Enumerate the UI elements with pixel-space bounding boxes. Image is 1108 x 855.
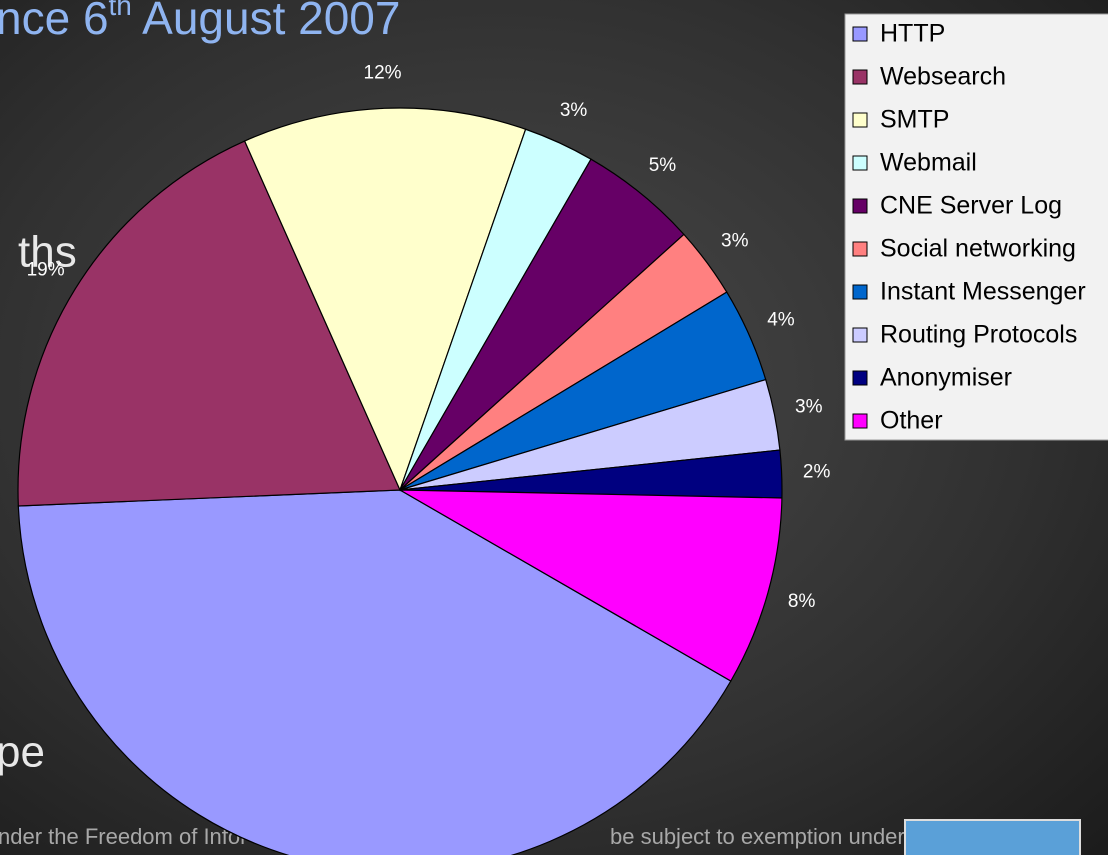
- legend-label: HTTP: [880, 20, 945, 48]
- legend-label: Webmail: [880, 149, 977, 177]
- title-part: August 2007: [132, 0, 401, 44]
- logo-image: [905, 820, 1080, 855]
- data-label: 19%: [27, 259, 65, 280]
- data-label: 4%: [767, 309, 795, 330]
- legend-swatch: [853, 285, 867, 299]
- data-label: 2%: [803, 462, 831, 483]
- legend-label: Anonymiser: [880, 364, 1012, 392]
- legend-swatch: [853, 113, 867, 127]
- slide: nce 6th August 2007 ths pe nder the Free…: [0, 0, 1108, 855]
- footer-text: be subject to exemption under: [610, 824, 905, 849]
- legend-label: Social networking: [880, 235, 1076, 263]
- legend-label: Routing Protocols: [880, 321, 1077, 349]
- legend-swatch: [853, 242, 867, 256]
- legend-swatch: [853, 199, 867, 213]
- title-part: nce 6: [0, 0, 109, 44]
- data-label: 3%: [721, 230, 749, 251]
- page: {"slide": {"title_parts": ["nce 6", "th"…: [0, 0, 1108, 855]
- data-label: 3%: [560, 100, 588, 121]
- legend-swatch: [853, 70, 867, 84]
- data-label: 3%: [795, 397, 823, 418]
- legend-label: Instant Messenger: [880, 278, 1086, 306]
- legend-swatch: [853, 414, 867, 428]
- data-label: 8%: [788, 591, 816, 612]
- side-text: pe: [0, 728, 45, 777]
- legend-swatch: [853, 156, 867, 170]
- legend-label: Websearch: [880, 63, 1006, 91]
- legend-swatch: [853, 328, 867, 342]
- legend-label: Other: [880, 407, 943, 435]
- legend-label: SMTP: [880, 106, 949, 134]
- footer-text: nder the Freedom of Infor: [0, 824, 247, 849]
- title-sup: th: [109, 0, 132, 21]
- legend-swatch: [853, 27, 867, 41]
- legend-label: CNE Server Log: [880, 192, 1062, 220]
- data-label: 12%: [364, 62, 402, 83]
- slide-title: nce 6th August 2007: [0, 0, 400, 44]
- legend-swatch: [853, 371, 867, 385]
- data-label: 5%: [649, 155, 677, 176]
